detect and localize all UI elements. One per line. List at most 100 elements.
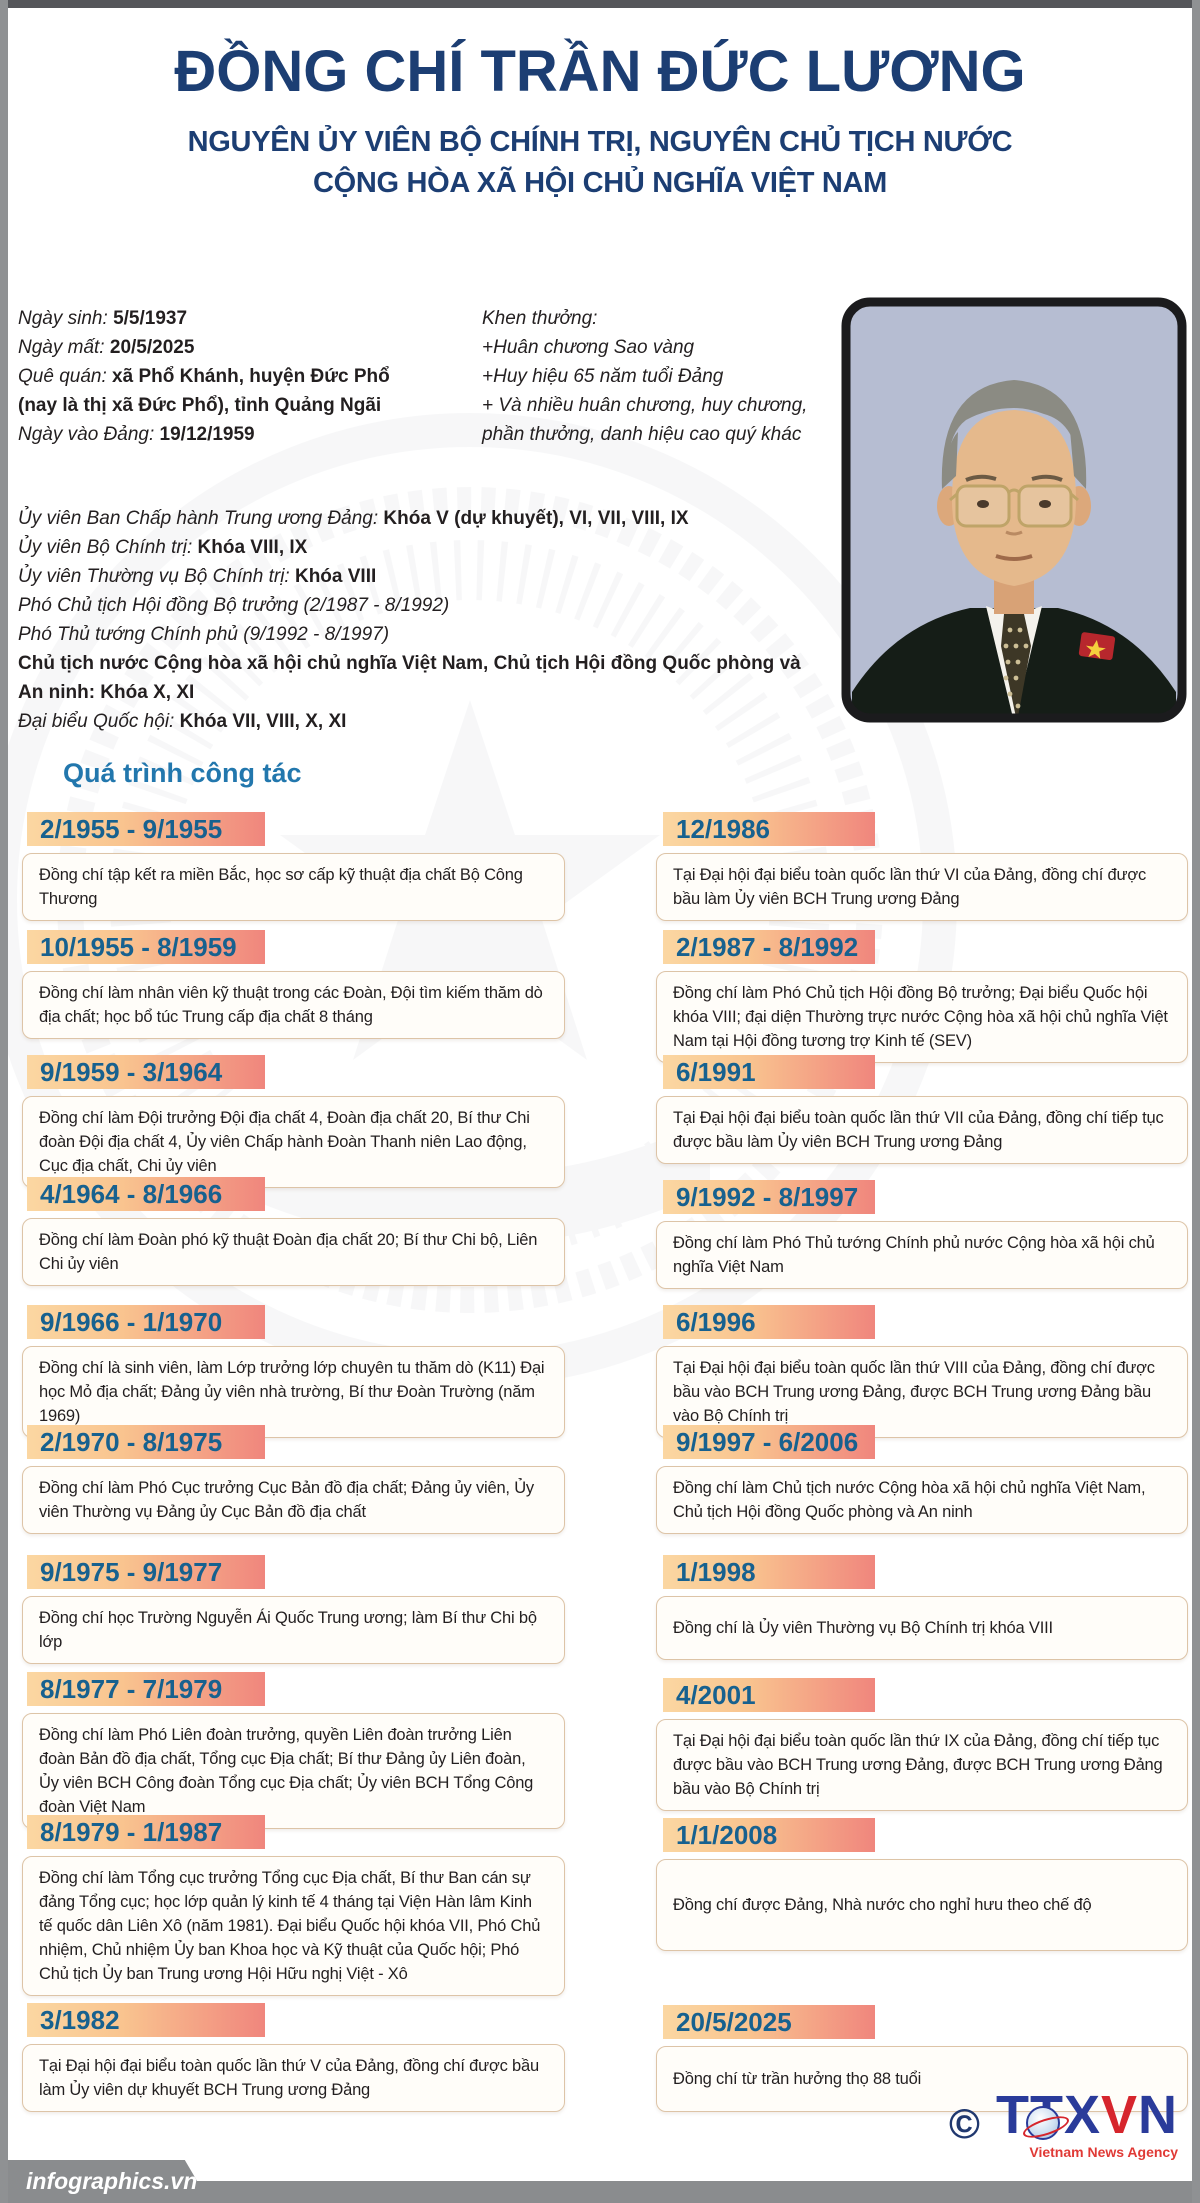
- timeline-date-bar: 2/1987 - 8/1992: [663, 930, 875, 964]
- subtitle-line-2: CỘNG HÒA XÃ HỘI CHỦ NGHĨA VIỆT NAM: [312, 167, 888, 199]
- position-row: Ủy viên Bộ Chính trị: Khóa VIII, IX: [18, 537, 308, 558]
- timeline-entry: 20/5/2025 Đồng chí từ trần hưởng thọ 88 …: [656, 2005, 1188, 2112]
- portrait-photo: [841, 297, 1187, 723]
- timeline-text-box: Đồng chí là sinh viên, làm Lớp trưởng lớ…: [22, 1346, 565, 1438]
- timeline-entry: 2/1987 - 8/1992 Đồng chí làm Phó Chủ tịc…: [656, 930, 1188, 1063]
- copyright-icon: ©: [949, 2100, 980, 2147]
- timeline-entry: 6/1996 Tại Đại hội đại biểu toàn quốc lầ…: [656, 1305, 1188, 1438]
- timeline-entry: 2/1955 - 9/1955 Đồng chí tập kết ra miền…: [22, 812, 565, 930]
- timeline-entry: 4/2001 Tại Đại hội đại biểu toàn quốc lầ…: [656, 1678, 1188, 1818]
- birth-row: Ngày sinh: 5/5/1937: [18, 308, 188, 329]
- timeline-text-box: Tại Đại hội đại biểu toàn quốc lần thứ V…: [22, 2044, 565, 2112]
- timeline-date-bar: 10/1955 - 8/1959: [27, 930, 265, 964]
- footer-bar: [0, 2181, 1200, 2203]
- timeline-text-box: Tại Đại hội đại biểu toàn quốc lần thứ V…: [656, 1346, 1188, 1438]
- timeline-entry: 8/1979 - 1/1987 Đồng chí làm Tổng cục tr…: [22, 1815, 565, 2003]
- timeline-column-right: 12/1986 Tại Đại hội đại biểu toàn quốc l…: [656, 812, 1188, 2112]
- position-row: Đại biểu Quốc hội: Khóa VII, VIII, X, XI: [18, 711, 347, 732]
- timeline-date-bar: 9/1997 - 6/2006: [663, 1425, 875, 1459]
- right-border: [1192, 0, 1200, 2203]
- timeline-date-bar: 2/1955 - 9/1955: [27, 812, 265, 846]
- timeline-date-bar: 8/1979 - 1/1987: [27, 1815, 265, 1849]
- page-subtitle: NGUYÊN ỦY VIÊN BỘ CHÍNH TRỊ, NGUYÊN CHỦ …: [0, 122, 1200, 204]
- timeline-text-box: Đồng chí làm Đội trưởng Đội địa chất 4, …: [22, 1096, 565, 1188]
- timeline-text-box: Tại Đại hội đại biểu toàn quốc lần thứ I…: [656, 1719, 1188, 1811]
- award-item: +Huy hiệu 65 năm tuổi Đảng: [482, 366, 724, 387]
- timeline-entry: 6/1991 Tại Đại hội đại biểu toàn quốc lầ…: [656, 1055, 1188, 1180]
- timeline-entry: 9/1997 - 6/2006 Đồng chí làm Chủ tịch nư…: [656, 1425, 1188, 1555]
- timeline-date-bar: 9/1959 - 3/1964: [27, 1055, 265, 1089]
- death-row: Ngày mất: 20/5/2025: [18, 337, 195, 358]
- award-item: + Và nhiều huân chương, huy chương,: [482, 395, 808, 416]
- page-title: ĐỒNG CHÍ TRẦN ĐỨC LƯƠNG: [174, 39, 1026, 104]
- timeline-date-bar: 2/1970 - 8/1975: [27, 1425, 265, 1459]
- position-row: Phó Chủ tịch Hội đồng Bộ trưởng (2/1987 …: [18, 595, 450, 616]
- timeline-date-bar: 6/1996: [663, 1305, 875, 1339]
- timeline-date-bar: 1/1998: [663, 1555, 875, 1589]
- timeline-entry: 4/1964 - 8/1966 Đồng chí làm Đoàn phó kỹ…: [22, 1177, 565, 1305]
- timeline-date-bar: 6/1991: [663, 1055, 875, 1089]
- awards-title: Khen thưởng:: [482, 308, 598, 329]
- timeline-date-bar: 4/1964 - 8/1966: [27, 1177, 265, 1211]
- agency-logo: © TTXVN Vietnam News Agency: [949, 2088, 1178, 2160]
- timeline-date-bar: 9/1992 - 8/1997: [663, 1180, 875, 1214]
- timeline-entry: 9/1959 - 3/1964 Đồng chí làm Đội trưởng …: [22, 1055, 565, 1188]
- timeline-text-box: Đồng chí làm Phó Cục trưởng Cục Bản đồ đ…: [22, 1466, 565, 1534]
- footer-site-label: infographics.vn: [26, 2168, 198, 2194]
- timeline-text-box: Đồng chí làm Phó Chủ tịch Hội đồng Bộ tr…: [656, 971, 1188, 1063]
- timeline-column-left: 2/1955 - 9/1955 Đồng chí tập kết ra miền…: [22, 812, 565, 2112]
- timeline-entry: 10/1955 - 8/1959 Đồng chí làm nhân viên …: [22, 930, 565, 1055]
- award-item: phần thưởng, danh hiệu cao quý khác: [482, 424, 802, 445]
- timeline-text-box: Đồng chí làm Chủ tịch nước Cộng hòa xã h…: [656, 1466, 1188, 1534]
- timeline-date-bar: 1/1/2008: [663, 1818, 875, 1852]
- agency-name: Vietnam News Agency: [1029, 2144, 1178, 2160]
- timeline-text-box: Đồng chí làm nhân viên kỹ thuật trong cá…: [22, 971, 565, 1039]
- position-row: Phó Thủ tướng Chính phủ (9/1992 - 8/1997…: [18, 624, 390, 645]
- timeline-text-box: Đồng chí làm Tổng cục trưởng Tổng cục Đị…: [22, 1856, 565, 1996]
- party-join-row: Ngày vào Đảng: 19/12/1959: [18, 424, 255, 445]
- timeline-date-bar: 4/2001: [663, 1678, 875, 1712]
- timeline-text-box: Tại Đại hội đại biểu toàn quốc lần thứ V…: [656, 853, 1188, 921]
- top-border: [0, 0, 1200, 8]
- footer-site-block: infographics.vn: [0, 2160, 210, 2203]
- timeline-entry: 8/1977 - 7/1979 Đồng chí làm Phó Liên đo…: [22, 1672, 565, 1829]
- timeline-text-box: Đồng chí làm Phó Thủ tướng Chính phủ nướ…: [656, 1221, 1188, 1289]
- timeline-date-bar: 20/5/2025: [663, 2005, 875, 2039]
- timeline-entry: 9/1966 - 1/1970 Đồng chí là sinh viên, l…: [22, 1305, 565, 1438]
- subtitle-line-1: NGUYÊN ỦY VIÊN BỘ CHÍNH TRỊ, NGUYÊN CHỦ …: [187, 126, 1013, 158]
- position-row: Chủ tịch nước Cộng hòa xã hội chủ nghĩa …: [18, 653, 801, 703]
- timeline-text-box: Đồng chí làm Đoàn phó kỹ thuật Đoàn địa …: [22, 1218, 565, 1286]
- timeline-text-box: Đồng chí được Đảng, Nhà nước cho nghỉ hư…: [656, 1859, 1188, 1951]
- logo-n-text: N: [1138, 2085, 1178, 2145]
- career-section-title: Quá trình công tác: [63, 758, 302, 788]
- timeline-entry: 12/1986 Tại Đại hội đại biểu toàn quốc l…: [656, 812, 1188, 930]
- ttxvn-logo: TTXVN Vietnam News Agency: [996, 2088, 1178, 2160]
- timeline-text-box: Đồng chí là Ủy viên Thường vụ Bộ Chính t…: [656, 1596, 1188, 1660]
- timeline-entry: 9/1992 - 8/1997 Đồng chí làm Phó Thủ tướ…: [656, 1180, 1188, 1305]
- hometown-row-2: (nay là thị xã Đức Phổ), tỉnh Quảng Ngãi: [18, 395, 382, 416]
- hometown-row: Quê quán: xã Phổ Khánh, huyện Đức Phổ: [18, 366, 390, 387]
- position-row: Ủy viên Ban Chấp hành Trung ương Đảng: K…: [18, 508, 689, 529]
- position-row: Ủy viên Thường vụ Bộ Chính trị: Khóa VII…: [18, 566, 377, 587]
- globe-icon: [1026, 2106, 1060, 2140]
- timeline-text-box: Đồng chí tập kết ra miền Bắc, học sơ cấp…: [22, 853, 565, 921]
- timeline-entry: 2/1970 - 8/1975 Đồng chí làm Phó Cục trư…: [22, 1425, 565, 1555]
- timeline-text-box: Đồng chí từ trần hưởng thọ 88 tuổi: [656, 2046, 1188, 2112]
- timeline-date-bar: 8/1977 - 7/1979: [27, 1672, 265, 1706]
- profile-facts: Ngày sinh: 5/5/1937 Ngày mất: 20/5/2025 …: [18, 304, 468, 449]
- timeline-date-bar: 12/1986: [663, 812, 875, 846]
- awards-list: Khen thưởng: +Huân chương Sao vàng +Huy …: [482, 304, 842, 449]
- timeline-text-box: Đồng chí học Trường Nguyễn Ái Quốc Trung…: [22, 1596, 565, 1664]
- timeline-date-bar: 3/1982: [27, 2003, 265, 2037]
- timeline-entry: 1/1/2008 Đồng chí được Đảng, Nhà nước ch…: [656, 1818, 1188, 2005]
- timeline-date-bar: 9/1975 - 9/1977: [27, 1555, 265, 1589]
- timeline-text-box: Tại Đại hội đại biểu toàn quốc lần thứ V…: [656, 1096, 1188, 1164]
- timeline-entry: 1/1998 Đồng chí là Ủy viên Thường vụ Bộ …: [656, 1555, 1188, 1678]
- award-item: +Huân chương Sao vàng: [482, 337, 695, 358]
- timeline-date-bar: 9/1966 - 1/1970: [27, 1305, 265, 1339]
- timeline-entry: 3/1982 Tại Đại hội đại biểu toàn quốc lầ…: [22, 2003, 565, 2112]
- timeline-entry: 9/1975 - 9/1977 Đồng chí học Trường Nguy…: [22, 1555, 565, 1672]
- logo-v-text: V: [1100, 2085, 1138, 2145]
- left-border: [0, 0, 8, 2203]
